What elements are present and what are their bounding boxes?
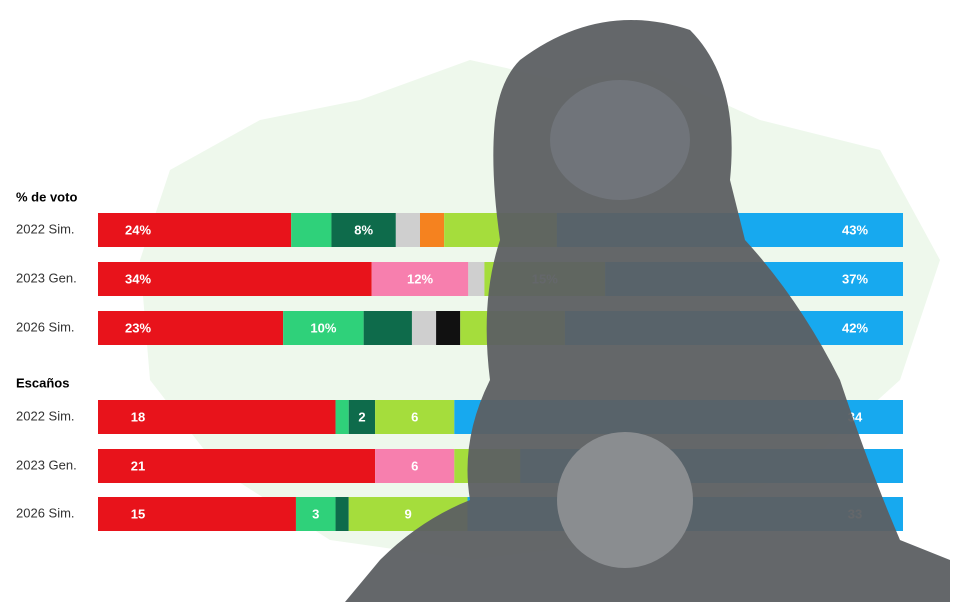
lion-photo <box>0 0 971 602</box>
lion-head <box>550 80 690 200</box>
lion-ball <box>557 432 693 568</box>
page: % de voto2022 Sim.24%8%43%2023 Gen.34%12… <box>0 0 971 602</box>
